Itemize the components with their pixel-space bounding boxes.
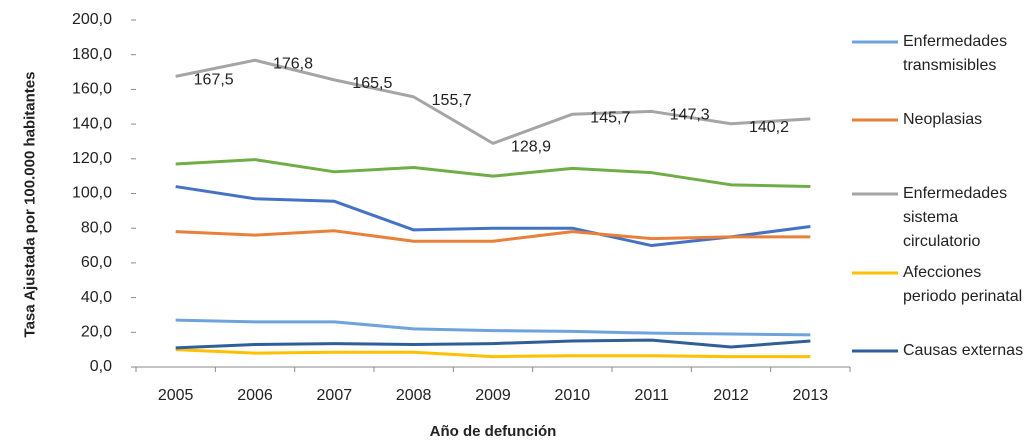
- legend-label: Afecciones periodo perinatal: [903, 264, 1023, 305]
- x-tick-label: 2012: [713, 387, 749, 404]
- series-line: [175, 338, 811, 350]
- legend-label: Neoplasias: [903, 111, 983, 128]
- series-line: [175, 58, 811, 145]
- x-axis-title: Año de defunción: [430, 423, 557, 440]
- y-tick-label: 80,0: [81, 219, 112, 236]
- y-tick-label: 100,0: [72, 185, 112, 202]
- series-line: [175, 348, 811, 359]
- data-label: 167,5: [194, 72, 234, 89]
- y-tick-label: 20,0: [81, 324, 112, 341]
- series-line: [175, 185, 811, 248]
- y-tick-label: 200,0: [72, 11, 112, 28]
- legend-label: Causas externas: [903, 342, 1024, 359]
- x-tick-label: 2008: [396, 387, 432, 404]
- data-label: 176,8: [273, 55, 313, 72]
- x-tick-label: 2011: [634, 387, 669, 404]
- data-label: 140,2: [749, 119, 789, 136]
- series-line: [175, 158, 811, 189]
- y-tick-label: 160,0: [72, 81, 112, 98]
- data-label: 155,7: [432, 92, 472, 109]
- y-tick-label: 180,0: [72, 46, 112, 63]
- x-tick-label: 2006: [237, 387, 273, 404]
- x-tick-label: 2010: [555, 387, 591, 404]
- series-line: [175, 318, 811, 337]
- legend-label: Enfermedades sistema circulatorio: [903, 185, 1008, 250]
- data-label: 147,3: [670, 107, 710, 124]
- legend-label: Enfermedades transmisibles: [903, 33, 1008, 74]
- data-label: 128,9: [511, 139, 551, 156]
- y-tick-label: 40,0: [81, 289, 112, 306]
- data-label: 145,7: [590, 109, 630, 126]
- data-label: 165,5: [352, 75, 392, 92]
- x-tick-label: 2005: [158, 387, 194, 404]
- y-tick-label: 120,0: [72, 150, 112, 167]
- x-tick-label: 2009: [475, 387, 511, 404]
- y-tick-label: 0,0: [90, 358, 112, 375]
- y-axis-title: Tasa Ajustada por 100.000 habitantes: [21, 71, 39, 338]
- y-tick-label: 140,0: [72, 115, 112, 132]
- y-tick-label: 60,0: [81, 254, 112, 271]
- x-tick-label: 2007: [317, 387, 353, 404]
- series-line: [175, 229, 811, 243]
- x-tick-label: 2013: [793, 387, 829, 404]
